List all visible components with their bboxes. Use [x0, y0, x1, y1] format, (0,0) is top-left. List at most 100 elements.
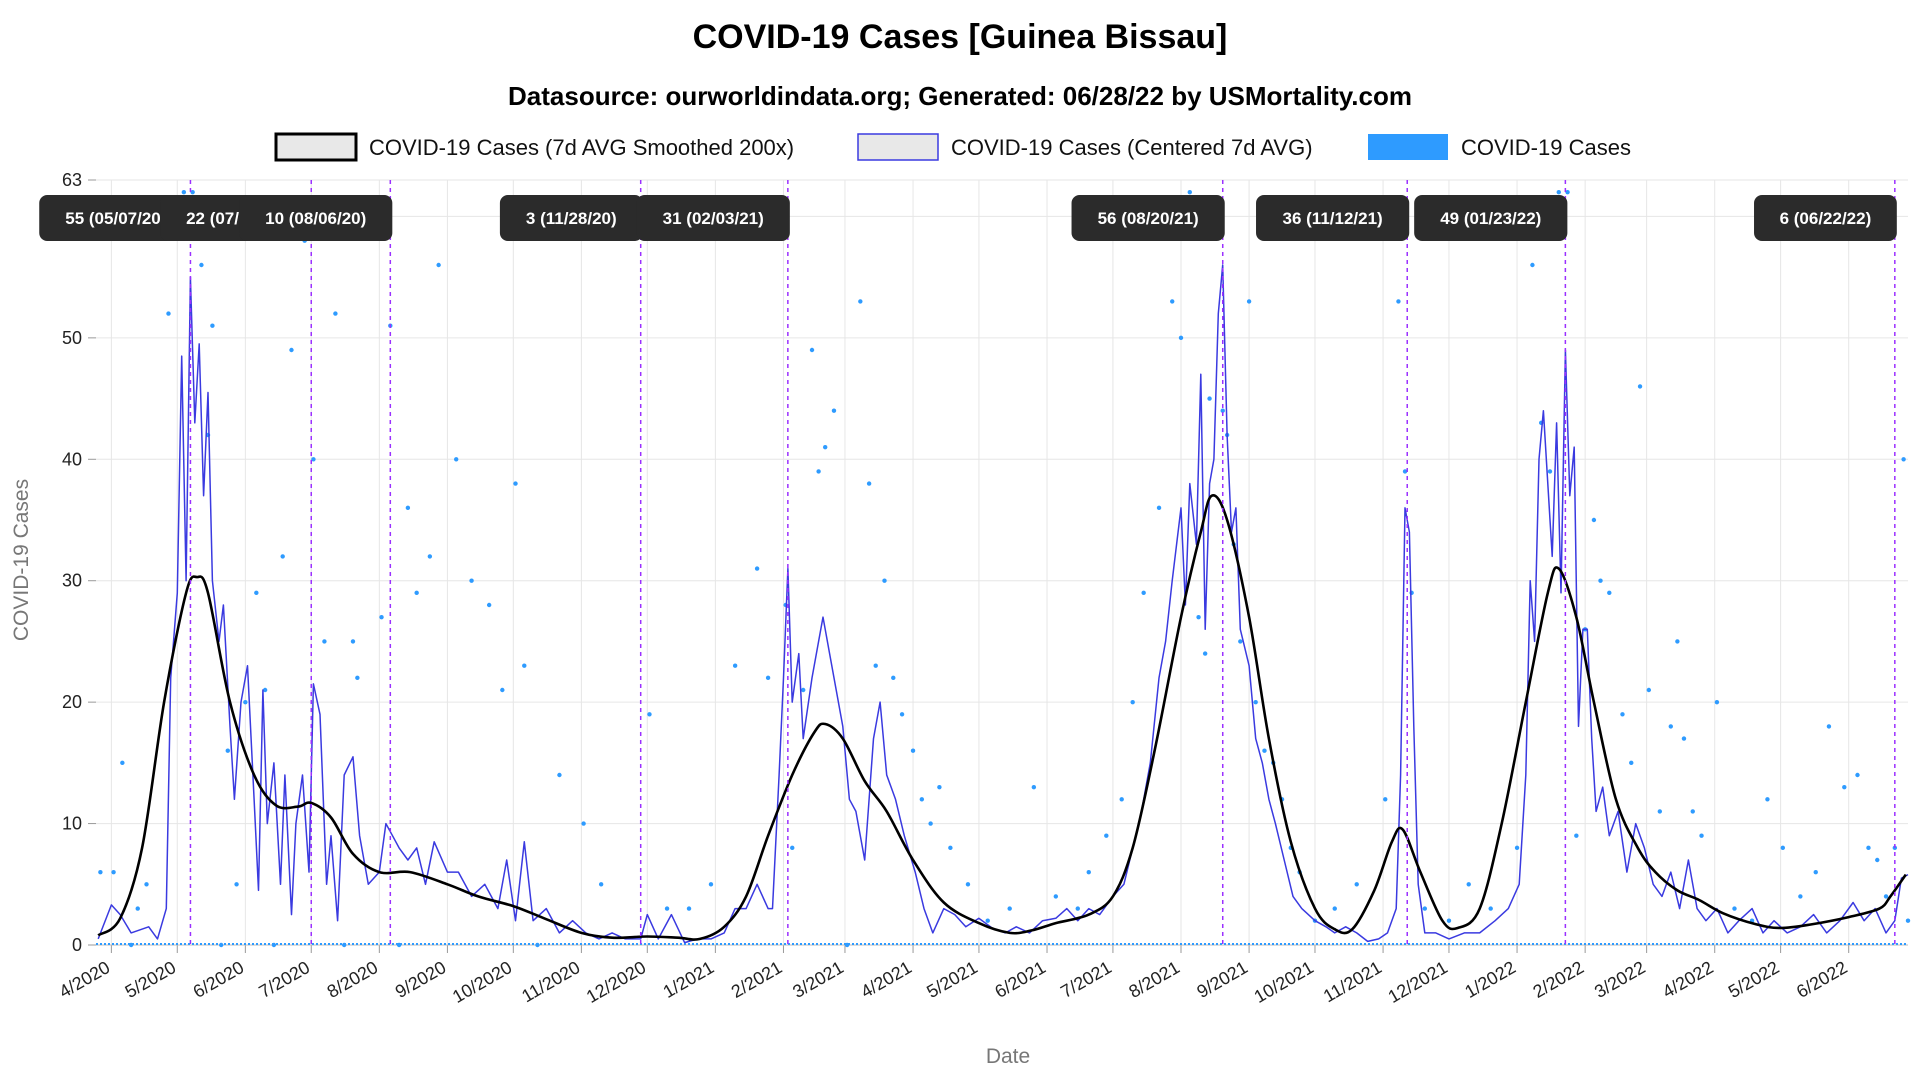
daily-case-point [1141, 590, 1146, 596]
daily-case-point [254, 590, 259, 596]
daily-case-point [1086, 869, 1091, 875]
x-tick-label: 12/2020 [583, 957, 649, 1007]
daily-case-point [1238, 639, 1243, 644]
daily-case-point [1826, 724, 1832, 729]
annotation-text: 36 (11/12/21) [1283, 209, 1383, 228]
daily-case-point [1514, 845, 1520, 851]
y-axis-label: COVID-19 Cases [10, 479, 33, 641]
daily-case-point [135, 906, 140, 911]
annotation-box [1256, 195, 1410, 241]
daily-case-point [322, 639, 327, 644]
daily-case-point [210, 323, 215, 328]
daily-case-point [190, 189, 195, 195]
daily-case-point [1466, 882, 1471, 887]
daily-case-point [1765, 797, 1770, 802]
daily-case-point [928, 821, 933, 826]
daily-case-point [454, 457, 459, 462]
daily-case-point [790, 845, 795, 851]
daily-case-point [1170, 299, 1175, 304]
daily-case-point [1220, 408, 1225, 413]
daily-case-point [1262, 748, 1267, 753]
daily-case-point [899, 712, 905, 717]
daily-case-point [199, 262, 204, 268]
daily-case-point [919, 797, 925, 802]
daily-cases-points [96, 189, 1911, 948]
daily-case-point [1657, 809, 1663, 814]
daily-case-point [98, 869, 103, 875]
daily-case-point [436, 262, 441, 268]
daily-case-point [891, 675, 896, 681]
annotation-text: 3 (11/28/20) [526, 209, 617, 228]
chart-subtitle: Datasource: ourworldindata.org; Generate… [508, 81, 1412, 111]
legend-label-centered: COVID-19 Cases (Centered 7d AVG) [951, 135, 1313, 160]
smoothed-avg-line [97, 494, 1907, 941]
x-tick-label: 3/2022 [1591, 957, 1649, 1002]
daily-case-point [1875, 857, 1880, 863]
daily-case-point [1354, 882, 1359, 887]
annotation-text: 55 (05/07/20) [65, 209, 166, 228]
x-tick-label: 6/2020 [190, 957, 248, 1002]
daily-case-point [1530, 262, 1535, 268]
x-tick-label: 4/2020 [56, 957, 114, 1002]
x-tick-label: 11/2020 [518, 957, 583, 1006]
daily-case-point [1780, 845, 1786, 851]
daily-case-point [522, 663, 527, 668]
annotation-text: 49 (01/23/22) [1440, 209, 1541, 228]
x-tick-label: 5/2020 [122, 957, 180, 1002]
daily-case-point [333, 311, 338, 316]
x-tick-label: 10/2021 [1251, 957, 1317, 1007]
annotation-text: 56 (08/20/21) [1098, 209, 1199, 228]
legend-item-daily[interactable]: COVID-19 Cases [1368, 134, 1631, 160]
centered-avg-series [97, 264, 1909, 944]
daily-case-point [882, 578, 887, 583]
daily-case-point [1699, 833, 1704, 838]
annotation-box [1414, 195, 1568, 241]
daily-case-point [1866, 845, 1871, 851]
daily-case-point [985, 918, 990, 923]
daily-case-point [1196, 614, 1201, 620]
daily-case-point [1332, 906, 1337, 911]
daily-case-point [686, 906, 692, 911]
daily-case-point [379, 614, 384, 620]
daily-case-point [166, 311, 171, 316]
x-tick-label: 1/2022 [1461, 957, 1519, 1002]
smoothed-avg-series [97, 494, 1907, 941]
daily-case-point [1422, 906, 1428, 911]
x-tick-label: 9/2020 [392, 957, 450, 1002]
daily-case-point [1813, 869, 1818, 875]
daily-case-point [664, 906, 670, 911]
daily-case-point [910, 748, 916, 753]
x-tick-label: 4/2022 [1659, 957, 1717, 1002]
daily-case-point [486, 602, 492, 608]
daily-case-point [1598, 578, 1603, 583]
daily-case-point [1253, 699, 1258, 705]
daily-case-point [469, 578, 474, 583]
legend-item-centered[interactable]: COVID-19 Cases (Centered 7d AVG) [857, 133, 1313, 161]
x-tick-label: 4/2021 [857, 957, 915, 1002]
daily-case-point [816, 469, 821, 474]
daily-case-point [500, 687, 505, 693]
daily-case-point [1591, 517, 1597, 523]
daily-case-point [243, 699, 248, 705]
daily-case-point [598, 882, 604, 887]
daily-case-point [1396, 299, 1401, 304]
daily-case-point [647, 712, 652, 717]
daily-case-point [1556, 189, 1561, 195]
x-tick-label: 8/2021 [1125, 957, 1183, 1002]
legend-swatch-daily [1368, 134, 1448, 160]
x-tick-label: 7/2020 [256, 957, 314, 1002]
daily-case-point [350, 639, 356, 644]
daily-case-point [1178, 335, 1184, 341]
annotation-label: 31 (02/03/21) [636, 195, 790, 241]
daily-case-point [1905, 918, 1911, 923]
daily-case-point [1574, 833, 1579, 838]
legend-item-smoothed[interactable]: COVID-19 Cases (7d AVG Smoothed 200x) [274, 132, 794, 162]
daily-case-point [280, 554, 285, 559]
daily-case-point [1130, 699, 1135, 705]
legend-label-smoothed: COVID-19 Cases (7d AVG Smoothed 200x) [369, 135, 794, 160]
y-axis: 010203040506063 [62, 170, 96, 955]
annotation-label: 55 (05/07/20) [39, 195, 193, 241]
daily-case-point [1675, 639, 1680, 644]
daily-case-point [1646, 687, 1652, 693]
daily-case-point [120, 760, 125, 766]
